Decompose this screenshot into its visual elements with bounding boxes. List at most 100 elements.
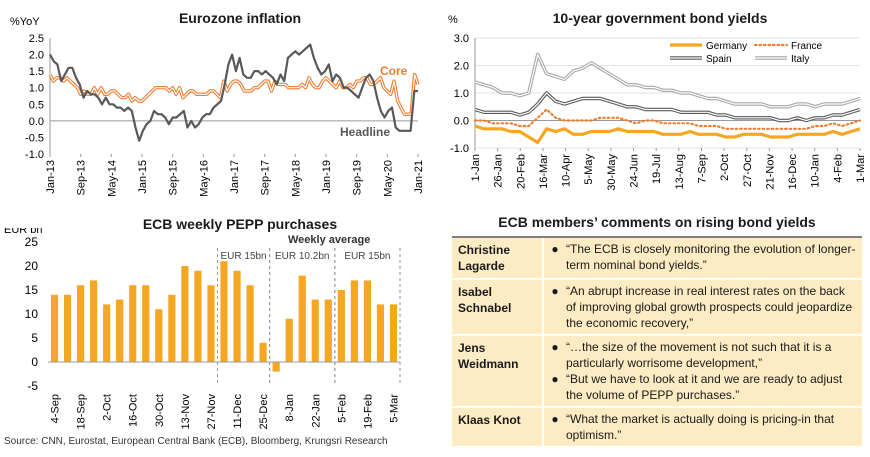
pepp-bar	[181, 266, 189, 362]
pepp-bar	[50, 294, 59, 362]
x-tick-label: Jan-15	[137, 160, 149, 194]
bullet-icon: ●	[551, 372, 559, 386]
x-tick-label: May-20	[382, 160, 394, 197]
y-tick-label: 0.0	[454, 116, 469, 128]
x-tick-label: 2-Oct	[719, 154, 731, 181]
speaker-name: Christine Lagarde	[452, 238, 544, 278]
core-annotation: Core	[380, 64, 408, 78]
x-tick-label: 4-Feb	[832, 154, 844, 183]
annotation-label: EUR 15bn	[220, 251, 266, 262]
x-tick-label: 27-Nov	[206, 394, 218, 430]
bullet-icon: ●	[551, 242, 559, 256]
quote-list: ● “What the market is actually doing is p…	[544, 408, 862, 446]
pepp-chart-title: ECB weekly PEPP purchases	[142, 216, 338, 232]
x-tick-label: 16-Dec	[787, 154, 799, 190]
pepp-bar	[77, 285, 85, 362]
comment-row: Isabel Schnabel ● “An abrupt increase in r…	[452, 280, 862, 336]
x-tick-label: 2-Oct	[102, 394, 114, 421]
pepp-bar	[116, 299, 124, 362]
y-tick-label: 1.5	[29, 66, 44, 78]
y-tick-label: -5	[27, 379, 38, 393]
x-tick-label: 1-Jan	[470, 154, 482, 182]
y-tick-label: 5	[31, 331, 38, 345]
x-tick-label: 10-Jan	[810, 154, 822, 188]
pepp-bar	[155, 309, 163, 362]
y-tick-label: 10	[25, 307, 39, 321]
x-tick-label: Sep-13	[76, 160, 88, 195]
y-tick-label: 25	[25, 235, 39, 249]
bond-yield-chart: -1.0 0.0 1.0 2.0 3.0% 1-Jan 26-Jan 20-Feb 16-Mar…	[448, 14, 867, 191]
y-tick-label: 1.0	[454, 88, 469, 100]
y-tick-label: -0.5	[25, 132, 44, 144]
bullet-icon: ●	[551, 284, 559, 298]
pepp-bar	[285, 318, 293, 362]
pepp-bar	[220, 261, 228, 362]
quote-text: “The ECB is closely monitoring the evolu…	[566, 242, 856, 272]
y-tick-label: 2.0	[29, 50, 44, 62]
x-tick-label: Sep-17	[260, 160, 272, 195]
comment-row: Jens Weidmann ● “…the size of the movement…	[452, 336, 862, 408]
pepp-bar	[259, 342, 267, 362]
x-tick-label: 26-Jan	[493, 154, 505, 188]
x-tick-label: 7-Sep	[696, 154, 708, 183]
quote-item: ● “The ECB is closely monitoring the evol…	[544, 241, 858, 273]
quote-item: ● “An abrupt increase in real interest ra…	[544, 283, 858, 331]
y-tick-label: 1.0	[29, 83, 44, 95]
x-tick-label: Jan-19	[321, 160, 333, 194]
quote-list: ● “The ECB is closely monitoring the evol…	[544, 238, 862, 278]
x-tick-label: 5-Feb	[336, 394, 348, 423]
bullet-icon: ●	[551, 412, 559, 426]
x-tick-label: 13-Aug	[674, 154, 686, 189]
comments-table: Christine Lagarde ● “The ECB is closely mo…	[452, 236, 862, 448]
annotation-label: EUR 10.2bn	[275, 251, 329, 262]
x-tick-label: Sep-15	[168, 160, 180, 195]
speaker-name: Jens Weidmann	[452, 336, 544, 406]
y-tick-label: 2.0	[454, 61, 469, 73]
pepp-bar	[233, 270, 241, 362]
y-axis-label: EUR bn	[4, 228, 43, 236]
pepp-bar	[142, 285, 150, 362]
annotation-label: EUR 15bn	[344, 251, 390, 262]
bullet-icon: ●	[551, 340, 559, 354]
legend-spain-label: Spain	[706, 54, 732, 65]
y-axis-label: %	[448, 14, 458, 26]
x-tick-label: Jan-21	[413, 160, 425, 194]
x-tick-label: 22-Jan	[310, 394, 322, 428]
x-tick-label: May-18	[290, 160, 302, 197]
x-tick-label: 25-Dec	[258, 394, 270, 430]
x-tick-label: 24-Jun	[629, 154, 641, 188]
legend-france-label: France	[791, 41, 823, 52]
x-tick-label: Sep-19	[352, 160, 364, 195]
x-tick-label: 27-Oct	[742, 154, 754, 187]
series-spain-line-core	[474, 92, 861, 122]
pepp-bar	[272, 362, 280, 372]
quote-item: ● “What the market is actually doing is p…	[544, 411, 858, 443]
comment-row: Klaas Knot ● “What the market is actually …	[452, 408, 862, 448]
y-tick-label: -1.0	[25, 149, 44, 161]
x-tick-label: Jan-17	[229, 160, 241, 194]
y-tick-label: 0	[31, 355, 38, 369]
x-tick-label: 30-May	[606, 154, 618, 191]
pepp-bar	[337, 290, 345, 362]
x-tick-label: 10-Apr	[561, 154, 573, 187]
x-tick-label: 5-May	[583, 154, 595, 185]
weekly-average-label: Weekly average	[288, 234, 370, 246]
y-axis-label: %YoY	[10, 16, 40, 28]
series-france-line	[473, 107, 862, 130]
quote-list: ● “…the size of the movement is not such …	[544, 336, 862, 406]
comment-row: Christine Lagarde ● “The ECB is closely mo…	[452, 238, 862, 280]
x-tick-label: 11-Dec	[232, 394, 244, 429]
x-tick-label: 19-Jul	[651, 154, 663, 184]
x-tick-label: 5-Mar	[388, 394, 400, 423]
legend-italy-label: Italy	[791, 54, 809, 65]
series-germany-line	[474, 124, 861, 145]
x-tick-label: 1-Mar	[855, 154, 867, 183]
quote-list: ● “An abrupt increase in real interest ra…	[544, 280, 862, 334]
y-tick-label: 3.0	[454, 33, 469, 45]
pepp-bar	[129, 285, 137, 362]
quote-item: ● “But we have to look at it and we are r…	[544, 371, 858, 403]
quote-text: “An abrupt increase in real interest rat…	[566, 284, 853, 330]
pepp-bar	[63, 294, 72, 362]
x-tick-label: May-16	[198, 160, 210, 197]
